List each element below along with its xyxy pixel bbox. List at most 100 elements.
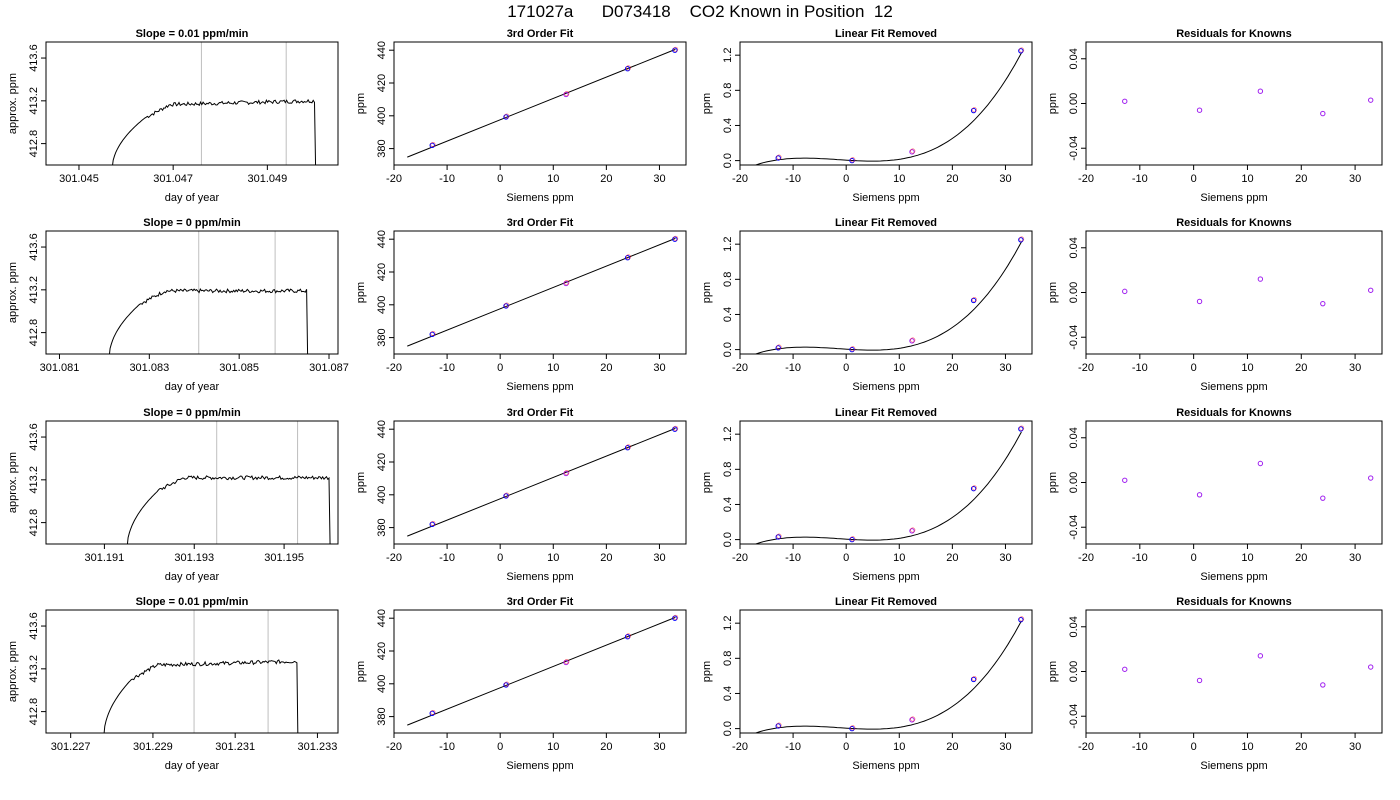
y-tick-label: 0.4 — [722, 118, 734, 133]
x-tick-label: -20 — [386, 741, 402, 753]
data-point-overlay — [1019, 425, 1025, 431]
data-point-overlay — [564, 280, 570, 286]
y-axis-label: approx. ppm — [7, 452, 19, 513]
data-point — [672, 236, 678, 242]
y-axis-label: ppm — [355, 93, 367, 114]
plot-frame — [393, 420, 687, 545]
concentration-trace — [109, 288, 309, 354]
y-tick-label: 1.2 — [722, 237, 734, 252]
x-tick-label: 30 — [653, 552, 665, 564]
y-tick-label: 413.6 — [28, 612, 40, 640]
plot-area — [755, 425, 1025, 544]
y-tick-label: 400 — [376, 107, 388, 125]
x-axis-label: day of year — [165, 192, 220, 204]
chart-title: Linear Fit Removed — [835, 407, 937, 419]
y-tick-label: 440 — [376, 420, 388, 438]
y-tick-label: 0.8 — [722, 651, 734, 666]
data-point — [429, 521, 435, 528]
y-tick-label: 412.8 — [28, 130, 40, 158]
fit-line — [407, 48, 676, 158]
x-tick-label: 30 — [999, 552, 1011, 564]
x-tick-label: -10 — [1132, 173, 1148, 185]
chart-panel: Linear Fit Removed -20 -10 0 10 20 30 0.0 0.4 0.8… — [701, 596, 1033, 772]
y-tick-label: 0.04 — [1068, 48, 1080, 69]
plot-frame — [45, 230, 339, 355]
y-tick-label: -0.04 — [1068, 136, 1080, 161]
data-point — [1367, 664, 1374, 670]
plot-frame — [739, 609, 1033, 734]
chart-title: Slope = 0 ppm/min — [143, 407, 241, 419]
x-tick-label: -10 — [439, 552, 455, 564]
x-axis-label: Siemens ppm — [1200, 571, 1267, 583]
data-point — [1196, 107, 1203, 113]
chart-title: 3rd Order Fit — [507, 407, 574, 419]
x-axis-label: day of year — [165, 760, 220, 772]
y-tick-label: 440 — [376, 230, 388, 248]
x-tick-label: 301.229 — [133, 741, 173, 753]
x-tick-label: -20 — [1078, 173, 1094, 185]
chart-title: Slope = 0.01 ppm/min — [136, 28, 249, 40]
plot-area — [1122, 276, 1374, 307]
data-point-overlay — [504, 492, 510, 498]
data-point-overlay — [564, 659, 570, 665]
x-tick-label: 10 — [547, 741, 559, 753]
y-tick-label: 413.2 — [28, 87, 40, 115]
x-tick-label: -10 — [439, 173, 455, 185]
x-tick-label: 0 — [1191, 552, 1197, 564]
x-axis-label: Siemens ppm — [1200, 760, 1267, 772]
x-tick-label: 30 — [1349, 552, 1361, 564]
data-point — [1320, 682, 1326, 688]
chart-panel: Linear Fit Removed -20 -10 0 10 20 30 0.0 0.4 0.8… — [701, 407, 1033, 583]
chart-title: Linear Fit Removed — [835, 28, 937, 40]
data-point-overlay — [673, 235, 679, 241]
x-tick-label: 0 — [1191, 362, 1197, 374]
y-tick-label: 0.8 — [722, 83, 734, 98]
y-tick-label: 0.00 — [1068, 472, 1080, 493]
y-tick-label: 413.2 — [28, 466, 40, 494]
data-point-overlay — [430, 710, 436, 716]
data-point — [1018, 237, 1024, 243]
data-point — [1257, 460, 1264, 467]
y-axis-label: ppm — [701, 93, 713, 114]
y-axis-label: ppm — [701, 661, 713, 682]
data-point — [563, 280, 569, 287]
x-tick-label: 0 — [843, 173, 849, 185]
chart-panel: Slope = 0.01 ppm/min 301.227 301.229 301.23… — [7, 596, 339, 772]
y-tick-label: 413.6 — [28, 44, 40, 72]
data-point — [1257, 88, 1264, 94]
x-tick-label: -10 — [1132, 362, 1148, 374]
data-point — [503, 114, 509, 120]
plot-area — [407, 235, 679, 347]
x-tick-label: 20 — [1295, 362, 1307, 374]
y-tick-label: 413.2 — [28, 276, 40, 304]
x-axis-label: Siemens ppm — [506, 381, 573, 393]
data-point-overlay — [625, 254, 631, 260]
y-tick-label: 412.8 — [28, 698, 40, 726]
y-tick-label: 0.04 — [1068, 616, 1080, 637]
plot-area — [755, 47, 1025, 165]
x-axis-label: Siemens ppm — [506, 571, 573, 583]
data-point-overlay — [776, 344, 782, 350]
plot-area — [1122, 88, 1374, 117]
x-tick-label: -20 — [386, 362, 402, 374]
x-tick-label: 0 — [1191, 741, 1197, 753]
x-tick-label: -20 — [732, 362, 748, 374]
x-tick-label: 10 — [1241, 173, 1253, 185]
data-point-overlay — [673, 614, 679, 620]
x-tick-label: -10 — [1132, 741, 1148, 753]
data-point — [1367, 97, 1374, 103]
y-tick-label: -0.04 — [1068, 515, 1080, 540]
data-point-overlay — [504, 113, 510, 119]
y-axis-label: ppm — [1047, 661, 1059, 682]
x-tick-label: 20 — [1295, 173, 1307, 185]
y-tick-label: 0.0 — [722, 153, 734, 168]
x-tick-label: 10 — [893, 552, 905, 564]
data-point — [1122, 98, 1128, 104]
y-axis-label: ppm — [1047, 472, 1059, 493]
data-point — [1320, 110, 1326, 117]
x-tick-label: 301.087 — [309, 362, 349, 374]
plot-frame — [1085, 41, 1383, 166]
plot-area — [112, 42, 317, 165]
x-tick-label: 301.045 — [59, 173, 99, 185]
x-tick-label: 0 — [843, 741, 849, 753]
